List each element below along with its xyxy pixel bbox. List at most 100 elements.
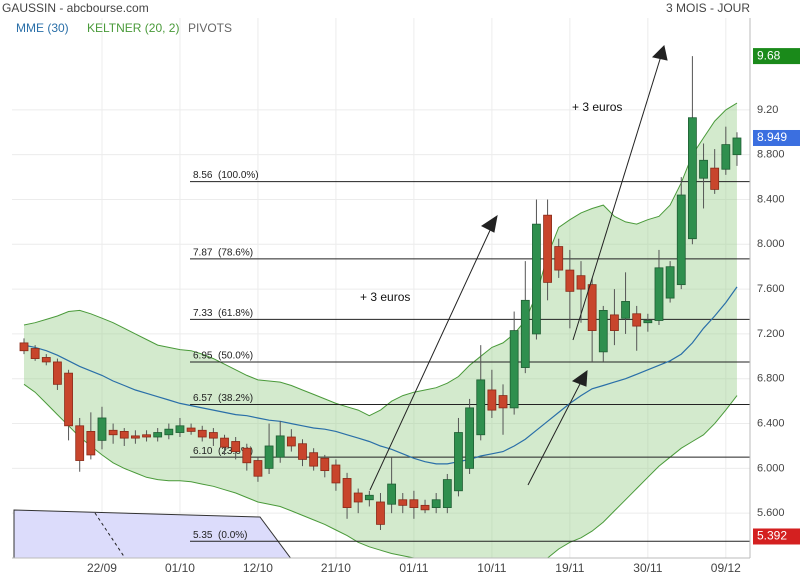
candle-body (532, 223, 541, 335)
candle-body (286, 436, 296, 447)
candle-body (509, 330, 519, 409)
price-label-box (753, 129, 800, 146)
candle-body (64, 372, 73, 427)
candle-body (97, 417, 107, 441)
shaded-zone (13, 509, 292, 558)
candle-body (197, 429, 207, 438)
candle-body (53, 361, 62, 385)
y-tick-label: 6.000 (757, 462, 785, 474)
candle-body (242, 447, 252, 464)
candle-body (108, 429, 118, 436)
annotation: + 3 euros (572, 100, 622, 114)
candle-body (364, 494, 374, 501)
candle-body (409, 499, 419, 508)
candle-body (476, 379, 486, 436)
y-tick-label: 8.000 (757, 238, 785, 250)
candle-body (320, 457, 330, 472)
candle-body (264, 445, 274, 469)
candle-body (465, 407, 475, 469)
candle-body (498, 395, 508, 409)
candle-layer (19, 56, 742, 530)
candle-body (520, 299, 530, 368)
candle-body (442, 479, 452, 508)
candle-body (75, 425, 85, 461)
price-label-box (753, 48, 800, 65)
price-label: 9.68 (757, 48, 781, 62)
candle-body (431, 499, 441, 508)
candle-body (130, 435, 140, 439)
candle-body (721, 144, 731, 170)
y-tick-label: 7.600 (757, 283, 785, 295)
candle-body (688, 117, 697, 240)
candle-body (186, 427, 196, 432)
arrows (369, 44, 668, 491)
legend-mme: MME (30) (16, 21, 69, 35)
mme-line (23, 286, 738, 465)
candle-body (175, 425, 185, 433)
candle-body (387, 483, 397, 505)
candle-body (298, 443, 307, 460)
candle-body (598, 310, 608, 353)
y-tick-label: 5.600 (757, 507, 785, 519)
keltner-upper (23, 102, 738, 417)
candle-body (643, 320, 653, 324)
candle-body (587, 284, 597, 331)
candle-body (732, 137, 742, 156)
price-label-box (753, 528, 800, 545)
candle-body (153, 432, 163, 438)
pivot-label: 6.57 (38.2%) (193, 393, 253, 404)
candle-body (554, 246, 564, 271)
x-tick-label: 21/10 (321, 561, 351, 575)
price-label: 5.392 (757, 529, 787, 543)
arrow-head (571, 369, 588, 387)
candle-body (632, 313, 642, 327)
candle-body (610, 314, 619, 331)
x-tick-label: 01/11 (399, 561, 428, 575)
pivot-label: 8.56 (100.0%) (193, 170, 259, 181)
candle-body (220, 437, 229, 448)
y-tick-label: 9.20 (757, 104, 778, 116)
arrow-line (369, 225, 493, 491)
x-tick-label: 30/11 (633, 561, 662, 575)
axis-layer: 9.20 8.800 8.400 8.000 7.600 7.200 6.800 6.400 6… (87, 48, 800, 575)
chart-title: GAUSSIN - abcbourse.com (2, 1, 149, 15)
candle-body (454, 432, 463, 492)
legend-keltner: KELTNER (20, 2) (87, 21, 179, 35)
candle-body (41, 357, 51, 363)
candle-body (398, 499, 408, 506)
arrow-line (527, 379, 583, 486)
candle-body (576, 275, 586, 290)
x-tick-label: 09/12 (711, 561, 741, 575)
mme-layer (23, 286, 738, 465)
pivot-label: 6.10 (23.6%) (193, 446, 253, 457)
arrow-head (481, 214, 498, 233)
x-tick-label: 22/09 (87, 561, 117, 575)
keltner-layer (23, 102, 738, 558)
arrow-line (572, 55, 662, 341)
candle-body (565, 269, 575, 292)
candle-body (231, 441, 241, 452)
x-tick-label: 12/10 (243, 561, 273, 575)
keltner-fill (24, 103, 737, 558)
keltner-lower (23, 383, 738, 558)
y-tick-label: 8.800 (757, 149, 785, 161)
arrow-head (651, 44, 668, 61)
candle-body (142, 434, 151, 438)
candle-body (342, 478, 352, 508)
price-label: 8.949 (757, 130, 787, 144)
candle-body (309, 452, 319, 467)
chart-subtitle: 3 MOIS - JOUR (666, 1, 750, 15)
candle-body (376, 501, 385, 525)
x-tick-label: 01/10 (165, 561, 195, 575)
legend-pivots: PIVOTS (188, 21, 232, 35)
candle-body (543, 214, 552, 283)
candle-body (699, 159, 708, 179)
candle-body (19, 342, 29, 352)
candle-body (30, 348, 40, 359)
y-tick-label: 7.200 (757, 328, 785, 340)
y-tick-label: 6.400 (757, 417, 785, 429)
candle-body (621, 301, 630, 319)
candle-body (710, 167, 720, 190)
pivot-label: 5.35 (0.0%) (193, 530, 247, 541)
